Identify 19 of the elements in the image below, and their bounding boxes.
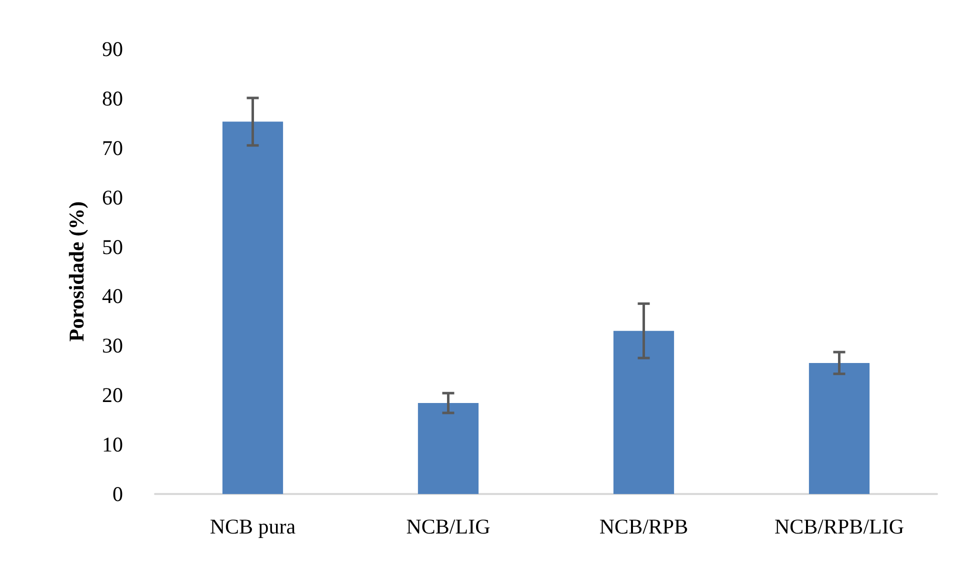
x-tick-label: NCB/LIG (406, 514, 490, 538)
y-tick-label: 70 (102, 136, 123, 160)
y-axis-title: Porosidade (%) (64, 201, 88, 342)
y-tick-label: 20 (102, 383, 123, 408)
bar (808, 362, 870, 494)
x-tick-label: NCB/RPB (599, 514, 688, 538)
x-tick-label: NCB pura (210, 514, 296, 538)
y-tick-label: 50 (102, 234, 123, 259)
y-tick-label: 80 (102, 86, 123, 110)
y-tick-label: 10 (102, 432, 123, 457)
y-tick-label: 0 (112, 482, 123, 506)
y-tick-label: 60 (102, 185, 123, 210)
y-tick-label: 30 (102, 334, 123, 358)
bar (222, 122, 284, 494)
y-tick-label: 40 (102, 284, 123, 308)
x-tick-label: NCB/RPB/LIG (774, 514, 904, 538)
bar (418, 403, 479, 494)
bar (613, 330, 674, 494)
y-tick-label: 90 (102, 37, 123, 61)
